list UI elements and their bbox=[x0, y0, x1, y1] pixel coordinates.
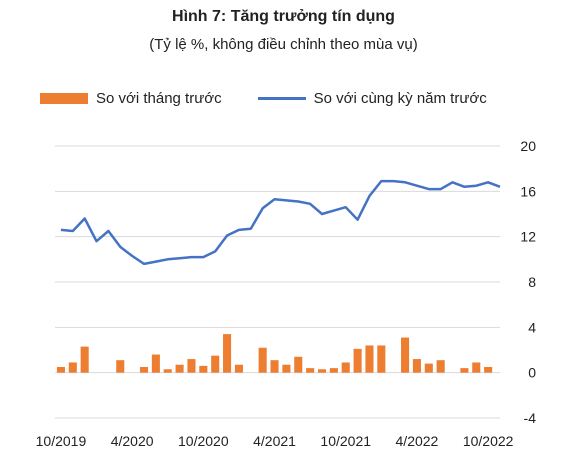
bar bbox=[270, 360, 279, 373]
x-tick-label: 4/2021 bbox=[253, 433, 296, 449]
chart-title: Hình 7: Tăng trưởng tín dụng bbox=[172, 8, 395, 25]
x-tick-label: 10/2019 bbox=[36, 433, 87, 449]
bar bbox=[187, 359, 196, 373]
y-tick-label: 4 bbox=[528, 319, 536, 335]
legend-label-mom: So với tháng trước bbox=[96, 90, 222, 107]
bar bbox=[353, 348, 362, 373]
y-tick-label: 20 bbox=[520, 138, 536, 154]
chart-subtitle: (Tỷ lệ %, không điều chỉnh theo mùa vụ) bbox=[149, 36, 418, 53]
y-tick-label: 16 bbox=[520, 183, 536, 199]
chart-legend: So với tháng trước So với cùng kỳ năm tr… bbox=[40, 90, 523, 107]
x-tick-label: 4/2020 bbox=[111, 433, 154, 449]
bar bbox=[401, 337, 410, 373]
bar bbox=[460, 368, 469, 373]
bar bbox=[258, 347, 267, 373]
bar bbox=[412, 359, 421, 373]
bar bbox=[317, 369, 327, 373]
x-tick-label: 10/2022 bbox=[463, 433, 514, 449]
bar bbox=[377, 345, 386, 373]
bar bbox=[139, 367, 149, 373]
bar bbox=[151, 354, 160, 373]
bar bbox=[80, 346, 89, 373]
bar bbox=[223, 334, 232, 373]
bar bbox=[472, 362, 481, 373]
x-tick-label: 10/2021 bbox=[320, 433, 371, 449]
x-tick-label: 4/2022 bbox=[396, 433, 439, 449]
y-tick-label: 12 bbox=[520, 229, 536, 245]
legend-item-mom: So với tháng trước bbox=[40, 90, 222, 107]
bar bbox=[175, 364, 184, 373]
y-tick-label: 0 bbox=[528, 365, 536, 381]
line-series-yoy bbox=[60, 179, 501, 266]
y-tick-label: 8 bbox=[528, 274, 536, 290]
y-tick-label: -4 bbox=[524, 410, 537, 426]
bar bbox=[484, 367, 493, 373]
bar bbox=[294, 356, 303, 373]
bar bbox=[199, 365, 208, 373]
bar bbox=[116, 360, 125, 373]
legend-label-yoy: So với cùng kỳ năm trước bbox=[313, 90, 487, 107]
bar bbox=[424, 363, 433, 373]
bar bbox=[211, 355, 220, 373]
legend-swatch-line bbox=[257, 97, 306, 100]
bar bbox=[436, 360, 445, 373]
bar bbox=[234, 364, 243, 373]
legend-swatch-bar bbox=[40, 93, 88, 104]
bar bbox=[163, 369, 172, 373]
bar bbox=[341, 362, 350, 373]
bar bbox=[365, 345, 374, 373]
bar bbox=[56, 367, 65, 373]
x-tick-label: 10/2020 bbox=[178, 433, 229, 449]
legend-item-yoy: So với cùng kỳ năm trước bbox=[257, 90, 487, 107]
bar bbox=[306, 368, 315, 373]
bar bbox=[329, 368, 338, 373]
bar bbox=[282, 364, 291, 373]
bar bbox=[68, 362, 77, 373]
